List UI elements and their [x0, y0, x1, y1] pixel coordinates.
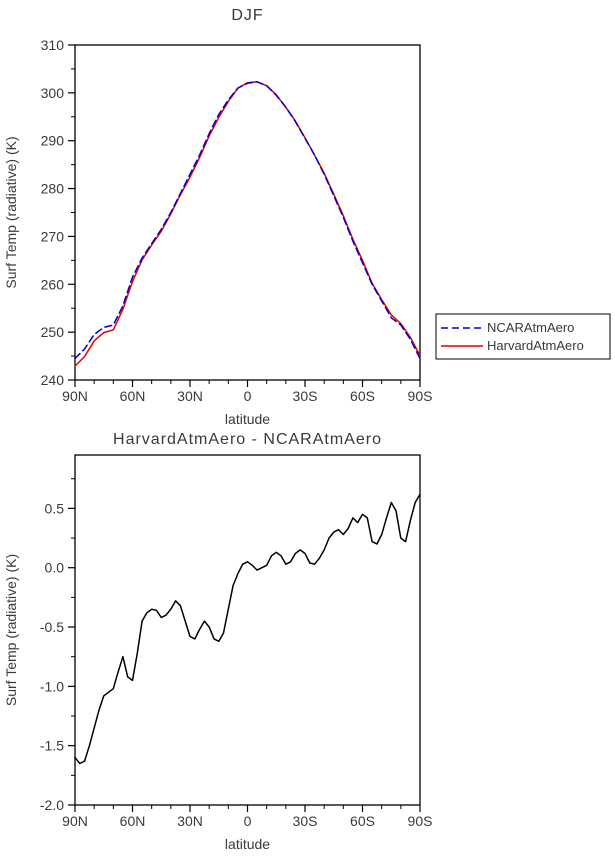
y-tick-label: -1.5 — [40, 738, 64, 754]
x-tick-label: 90S — [408, 388, 433, 404]
x-tick-label: 60S — [350, 813, 375, 829]
top-chart: DJF 90N 60N 30N 0 30S 60S 90S 240 250 260 270 280 290… — [3, 7, 611, 427]
x-axis: 90N 60N 30N 0 30S 60S 90S — [62, 805, 432, 829]
y-tick-label: -0.5 — [40, 619, 64, 635]
chart-title: DJF — [231, 7, 263, 24]
legend-label: NCARAtmAero — [487, 320, 574, 335]
bottom-chart: HarvardAtmAero - NCARAtmAero 90N 60N 30N 0 30… — [3, 431, 432, 852]
y-tick-label: 0.0 — [45, 560, 65, 576]
x-tick-label: 0 — [244, 813, 252, 829]
x-tick-label: 60N — [120, 813, 146, 829]
x-tick-label: 90S — [408, 813, 433, 829]
y-tick-label: 250 — [41, 324, 65, 340]
y-tick-label: 270 — [41, 228, 65, 244]
y-tick-label: 290 — [41, 133, 65, 149]
x-tick-label: 90N — [62, 388, 88, 404]
y-tick-label: 280 — [41, 181, 65, 197]
legend: NCARAtmAero HarvardAtmAero — [435, 313, 611, 360]
legend-label: HarvardAtmAero — [487, 338, 584, 353]
x-tick-label: 0 — [244, 388, 252, 404]
x-tick-label: 60N — [120, 388, 146, 404]
x-tick-label: 30N — [177, 813, 203, 829]
series-line-HarvardAtmAero-NCARAtmAero — [74, 493, 421, 765]
series-line-HarvardAtmAero — [74, 81, 421, 367]
chart-title: HarvardAtmAero - NCARAtmAero — [113, 431, 382, 448]
y-tick-label: 310 — [41, 37, 65, 53]
y-axis-title: Surf Temp (radiative) (K) — [3, 136, 19, 288]
y-tick-label: -2.0 — [40, 797, 64, 813]
y-tick-label: 300 — [41, 85, 65, 101]
x-tick-label: 30S — [293, 813, 318, 829]
x-axis-title: latitude — [225, 836, 270, 852]
x-axis: 90N 60N 30N 0 30S 60S 90S — [62, 380, 432, 404]
series-line-NCARAtmAero — [74, 81, 421, 360]
y-axis-title: Surf Temp (radiative) (K) — [3, 554, 19, 706]
x-tick-label: 30N — [177, 388, 203, 404]
y-axis: 0.5 0.0 -0.5 -1.0 -1.5 -2.0 — [40, 478, 75, 813]
x-tick-label: 60S — [350, 388, 375, 404]
y-tick-label: 0.5 — [45, 500, 65, 516]
x-tick-label: 90N — [62, 813, 88, 829]
y-axis: 240 250 260 270 280 290 300 310 — [41, 37, 75, 388]
legend-box — [435, 313, 611, 360]
y-tick-label: -1.0 — [40, 678, 64, 694]
x-tick-label: 30S — [293, 388, 318, 404]
plot-frame — [74, 454, 421, 806]
plot-frame — [74, 44, 421, 381]
y-tick-label: 240 — [41, 372, 65, 388]
y-tick-label: 260 — [41, 276, 65, 292]
x-axis-title: latitude — [225, 411, 270, 427]
